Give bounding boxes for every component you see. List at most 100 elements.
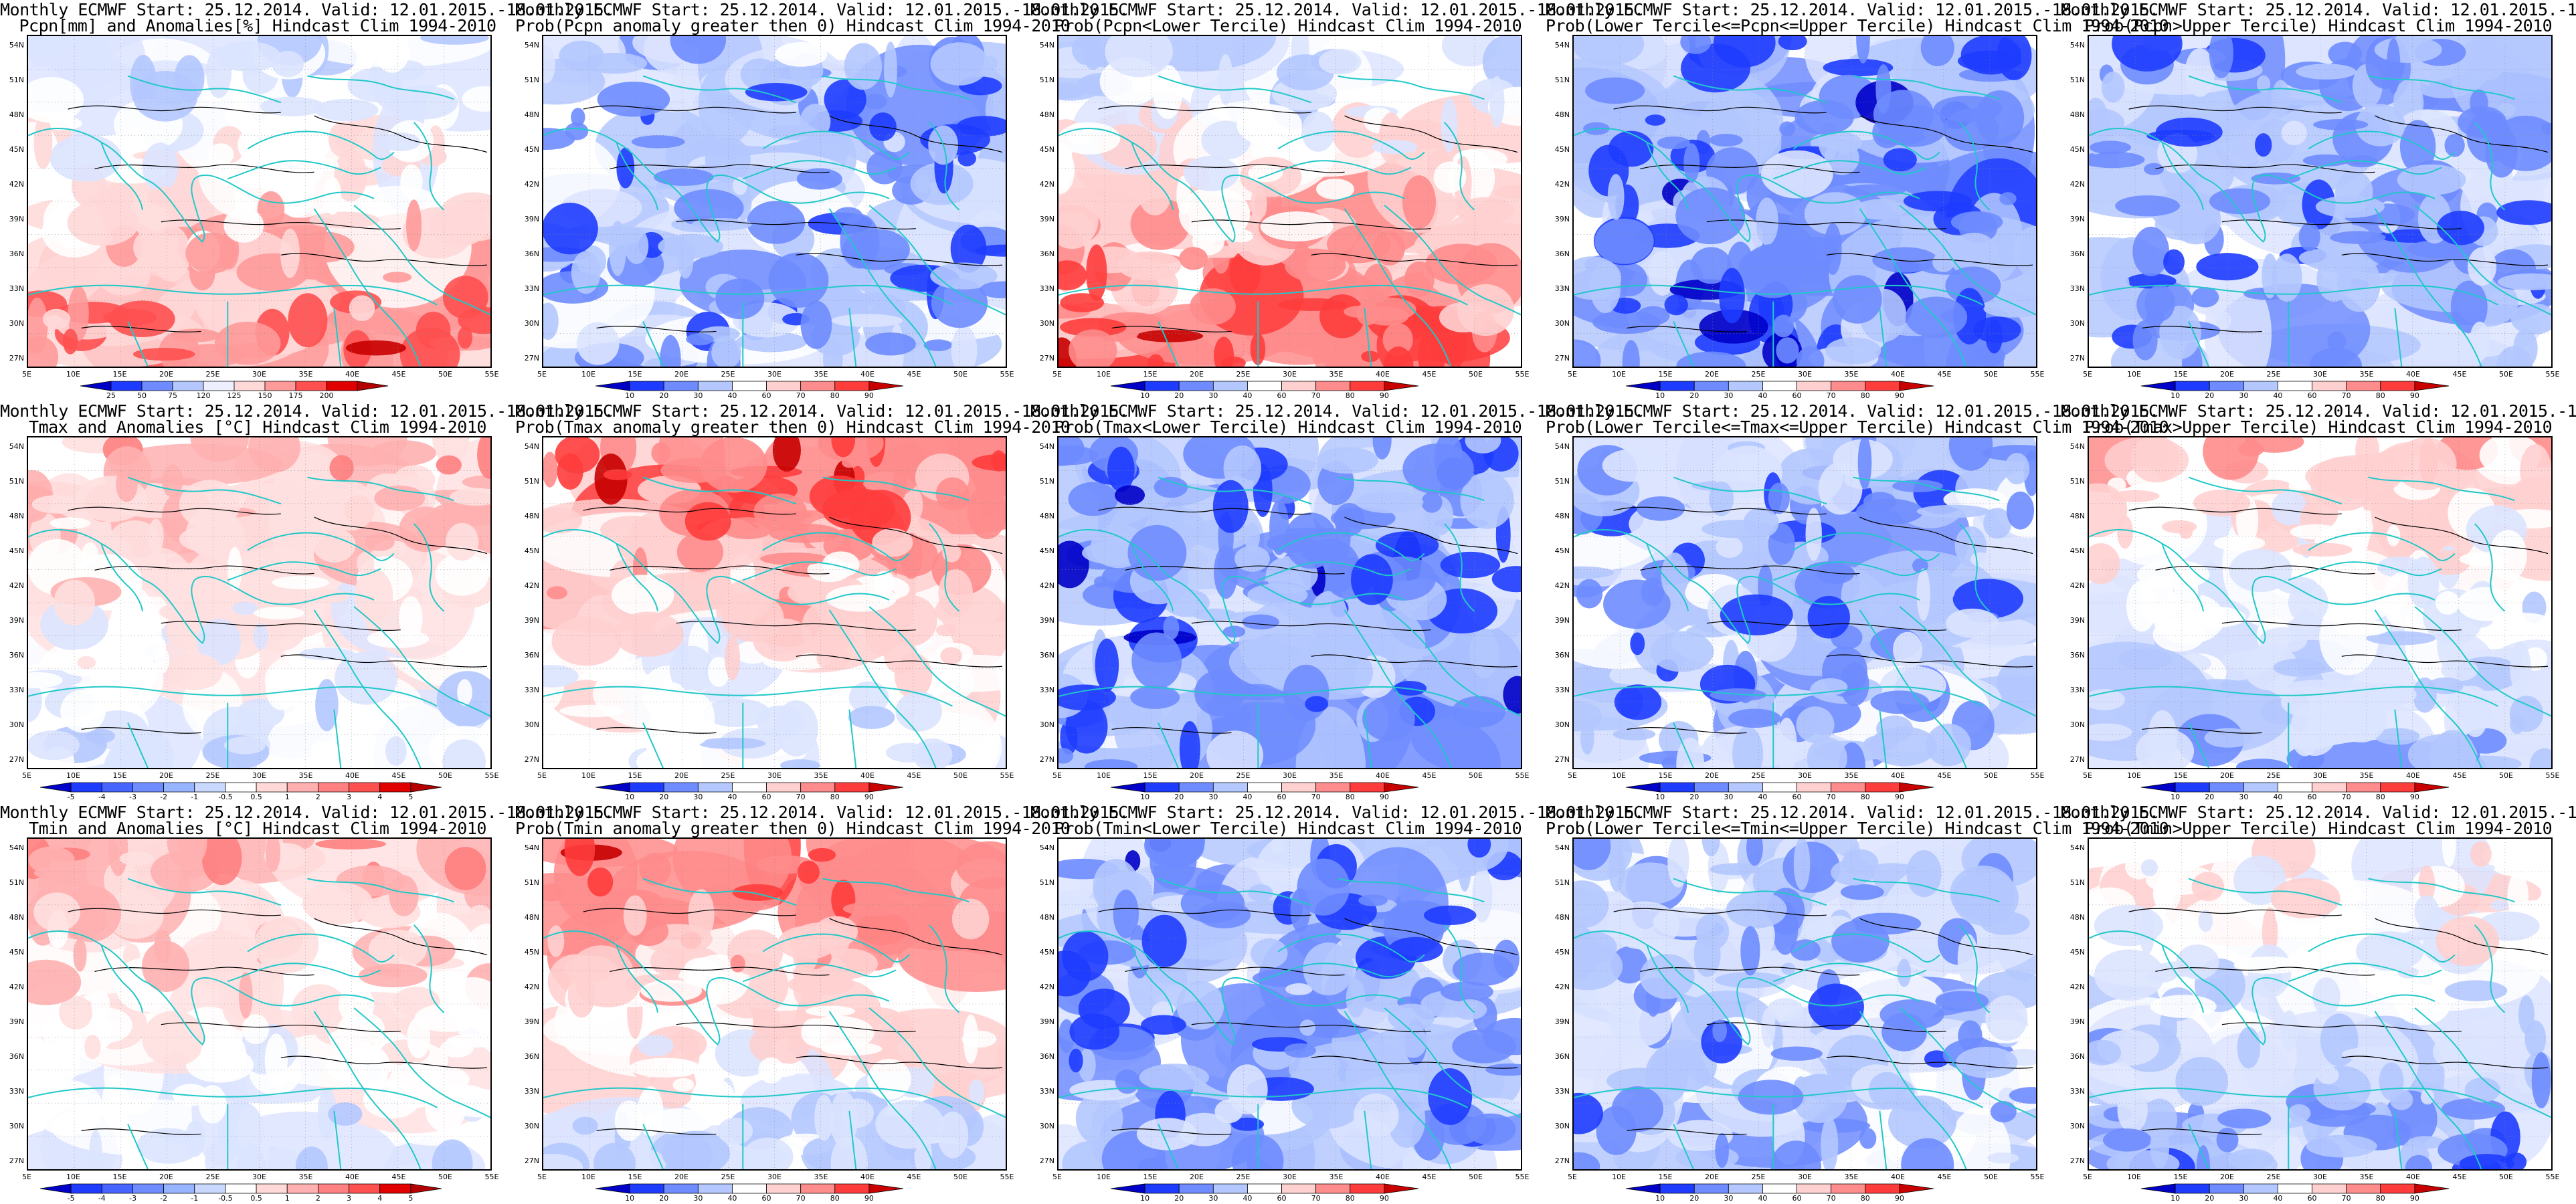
coastline <box>333 709 342 768</box>
panel-title-line2: Prob(Tmax<Lower Tercile) Hindcast Clim 1… <box>1054 417 1522 437</box>
coastline <box>1574 1087 1983 1108</box>
colorbar-swatch <box>1865 782 1900 793</box>
coastline <box>353 205 490 316</box>
colorbar-tick-label: -3 <box>128 1194 136 1203</box>
panel-title-line1: Monthly ECMWF Start: 25.12.2014. Valid: … <box>515 803 1129 822</box>
colorbar-tick-label: 3 <box>347 793 352 801</box>
colorbar-tick-label: 40 <box>727 793 737 801</box>
colorbar-swatch <box>2175 381 2210 391</box>
contour-line <box>68 908 281 916</box>
contour-line <box>1640 967 1860 976</box>
lat-tick-label: 51N <box>9 878 24 887</box>
lat-tick-label: 30N <box>524 720 539 729</box>
lon-tick-label: 10E <box>1612 771 1626 780</box>
lat-tick-label: 48N <box>1039 110 1054 119</box>
lon-tick-label: 15E <box>112 1173 127 1181</box>
lat-tick-label: 48N <box>9 913 24 922</box>
coastline <box>1859 208 1967 367</box>
lon-tick-label: 50E <box>1984 370 1998 379</box>
lon-tick-label: 5E <box>537 1173 547 1181</box>
coastline <box>127 321 149 367</box>
colorbar-swatch <box>101 1183 133 1194</box>
colorbar-tick-label: 70 <box>1826 1194 1836 1203</box>
colorbar-swatch <box>1178 381 1214 391</box>
lat-tick-label: 54N <box>9 843 24 852</box>
coastline <box>642 878 797 906</box>
colorbar-tick-label: 30 <box>1208 793 1218 801</box>
lon-tick-label: 25E <box>1236 1173 1251 1181</box>
lon-tick-label: 10E <box>1612 370 1626 379</box>
colorbar-swatch <box>379 782 411 793</box>
colorbar-swatch <box>2312 1183 2347 1194</box>
lon-tick-label: 55E <box>2545 1173 2560 1181</box>
coastline <box>1899 1007 2036 1118</box>
coastline <box>848 709 857 768</box>
colorbar-swatch <box>1212 1183 1248 1194</box>
colorbar-swatch <box>163 1183 195 1194</box>
colorbar-tick-label: 90 <box>1894 1194 1904 1203</box>
colorbar-swatch <box>2278 782 2312 793</box>
coastline <box>1772 583 1920 605</box>
colorbar-swatch <box>1728 381 1763 391</box>
colorbar-svg <box>595 1183 904 1194</box>
coastline <box>1792 933 1940 963</box>
colorbar <box>39 782 442 793</box>
lat-tick-label: 48N <box>2069 512 2085 520</box>
coastline <box>28 128 228 243</box>
lon-tick-label: 45E <box>1422 771 1437 780</box>
contour-line <box>1311 1056 1518 1069</box>
coastline <box>313 609 422 768</box>
lat-tick-label: 45N <box>524 948 539 957</box>
coastline <box>543 529 743 644</box>
colorbar-swatch <box>2175 1183 2210 1194</box>
colorbar-tick-label: 30 <box>1724 1194 1734 1203</box>
panel-title-line1: Monthly ECMWF Start: 25.12.2014. Valid: … <box>1030 0 1644 19</box>
coastline <box>227 160 381 180</box>
colorbar-swatch <box>2414 782 2450 793</box>
colorbar-tick-label: 0.5 <box>250 1194 262 1203</box>
colorbar-swatch <box>225 1183 257 1194</box>
map-field-layer <box>28 36 490 367</box>
colorbar-tick-label: 20 <box>1689 391 1699 400</box>
lat-tick-label: 33N <box>9 686 24 694</box>
coastline <box>642 1124 664 1169</box>
forecast-map <box>1057 436 1522 769</box>
contour-line <box>1826 654 2033 668</box>
lon-tick-label: 35E <box>1844 370 1859 379</box>
coastline <box>642 476 797 505</box>
lon-tick-label: 30E <box>1798 771 1812 780</box>
panel-title-line1: Monthly ECMWF Start: 25.12.2014. Valid: … <box>2061 401 2576 421</box>
colorbar-tick-label: 60 <box>1277 1194 1287 1203</box>
colorbar-swatch <box>1110 381 1145 391</box>
colorbar-swatch <box>1315 782 1351 793</box>
coastline <box>1338 476 1485 502</box>
map-field-layer <box>1059 839 1521 1169</box>
lon-tick-label: 10E <box>1612 1173 1626 1181</box>
coastline <box>1344 208 1452 367</box>
coastline <box>28 284 438 306</box>
colorbar <box>2140 1183 2450 1194</box>
lat-tick-label: 27N <box>1039 354 1054 363</box>
coastline <box>762 933 910 963</box>
lat-tick-label: 54N <box>524 41 539 49</box>
coastline <box>2474 122 2506 211</box>
coastline <box>1574 128 1774 243</box>
colorbar-tick-label: 3 <box>347 1194 352 1203</box>
colorbar-tick-label: 70 <box>796 391 806 400</box>
panel-title-line2: Prob(Lower Tercile<=Pcpn<=Upper Tercile)… <box>1546 16 2169 35</box>
contour-line <box>2142 326 2262 332</box>
coastline <box>1574 529 1774 644</box>
lon-tick-label: 5E <box>537 771 547 780</box>
lat-tick-label: 51N <box>1039 76 1054 84</box>
colorbar-swatch <box>766 381 802 391</box>
panel-title-line1: Monthly ECMWF Start: 25.12.2014. Valid: … <box>1546 803 2159 822</box>
colorbar-swatch <box>194 1183 226 1194</box>
lat-tick-label: 33N <box>1554 686 1570 694</box>
coastline <box>1772 984 1920 1007</box>
colorbar <box>80 381 389 391</box>
colorbar-svg <box>595 381 904 391</box>
lon-tick-label: 50E <box>1469 771 1483 780</box>
colorbar-swatch <box>2312 782 2347 793</box>
contour-line <box>829 918 1003 956</box>
colorbar-swatch <box>39 782 72 793</box>
